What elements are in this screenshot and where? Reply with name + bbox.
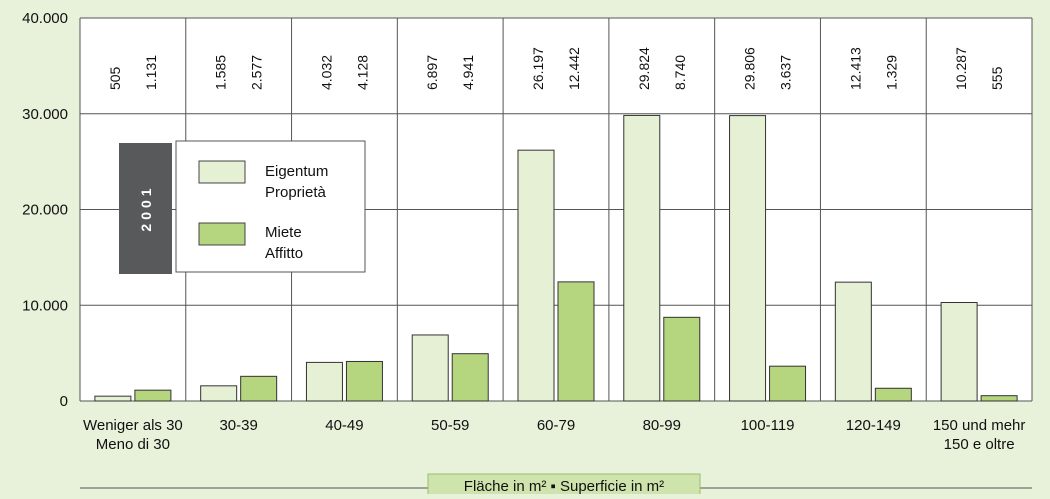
bar-miete [769,365,807,402]
bar-miete [557,281,595,402]
data-label-miete: 2.577 [249,55,265,90]
x-tick-label: 80-99 [643,417,681,434]
data-label-eigentum: 505 [107,66,123,90]
legend-swatch-eigentum [198,160,246,184]
x-tick-label: 150 e oltre [944,436,1015,453]
data-label-eigentum: 29.824 [636,47,652,90]
legend-label-eigentum-it: Proprietà [265,184,327,201]
data-label-miete: 4.941 [460,55,476,90]
bar-eigentum [940,302,978,402]
bar-miete [451,353,489,402]
x-tick-label: 50-59 [431,417,469,434]
data-label-eigentum: 26.197 [530,47,546,90]
x-tick-label: Weniger als 30 [83,417,183,434]
y-tick-label: 20.000 [22,202,68,219]
x-axis-label: Fläche in m² ▪ Superficie in m² [464,478,664,494]
x-tick-label: 40-49 [325,417,363,434]
bar-eigentum [729,115,767,402]
data-label-eigentum: 29.806 [742,47,758,90]
x-tick-label: Meno di 30 [96,436,170,453]
bar-miete [663,316,701,402]
x-tick-label: 30-39 [219,417,257,434]
data-label-miete: 1.131 [143,55,159,90]
x-tick-label: 150 und mehr [933,417,1026,434]
data-label-eigentum: 12.413 [847,47,863,90]
data-label-miete: 12.442 [566,47,582,90]
bar-eigentum [517,149,555,402]
x-tick-label: 120-149 [846,417,901,434]
bar-miete [874,387,912,402]
bar-miete [134,389,172,402]
data-label-miete: 8.740 [672,55,688,90]
bar-eigentum [834,281,872,402]
bar-miete [240,375,278,402]
legend-label-eigentum-de: Eigentum [265,163,328,180]
x-tick-label: 100-119 [741,417,795,434]
x-tick-label: 60-79 [537,417,575,434]
data-label-miete: 555 [989,66,1005,90]
y-tick-label: 0 [60,393,68,410]
legend-label-miete-de: Miete [265,224,302,241]
bar-eigentum [305,361,343,402]
bar-miete [345,360,383,402]
data-label-miete: 4.128 [354,55,370,90]
year-badge [119,143,172,274]
y-tick-label: 40.000 [22,10,68,27]
bar-eigentum [623,114,661,402]
year-badge-text: 2001 [138,184,154,231]
legend-label-miete-it: Affitto [265,245,303,262]
bar-eigentum [411,334,449,402]
bar-miete [980,395,1018,402]
bar-eigentum [200,385,238,402]
data-label-eigentum: 6.897 [424,55,440,90]
data-label-eigentum: 1.585 [213,55,229,90]
data-label-miete: 3.637 [778,55,794,90]
data-label-eigentum: 4.032 [318,55,334,90]
data-label-eigentum: 10.287 [953,47,969,90]
legend-swatch-miete [198,222,246,246]
y-tick-label: 30.000 [22,106,68,123]
data-label-miete: 1.329 [883,55,899,90]
y-tick-label: 10.000 [22,297,68,314]
bar-eigentum [94,395,132,402]
